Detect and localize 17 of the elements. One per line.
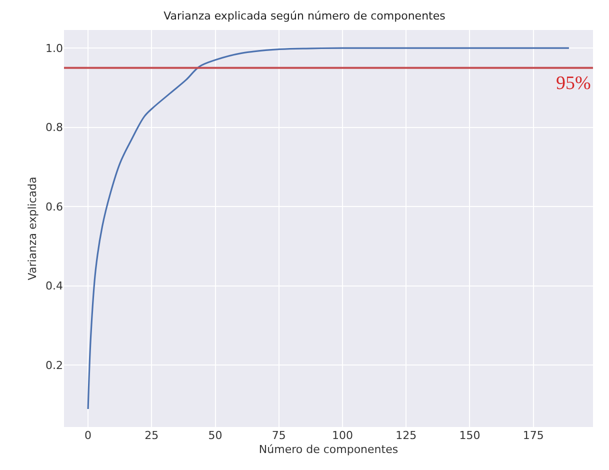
x-tick-label: 75 bbox=[272, 429, 286, 442]
x-tick-label: 50 bbox=[208, 429, 222, 442]
y-tick-label: 0.2 bbox=[46, 358, 63, 372]
x-tick-label: 25 bbox=[144, 429, 159, 442]
x-tick-label: 175 bbox=[522, 429, 544, 442]
x-axis-title: Número de componentes bbox=[258, 443, 398, 456]
x-tick-label: 0 bbox=[84, 429, 92, 442]
annotation: 95% bbox=[556, 73, 591, 94]
y-tick-label: 0.8 bbox=[46, 121, 63, 134]
y-tick-label: 1.0 bbox=[46, 42, 63, 55]
y-axis-title: Varianza explicada bbox=[26, 176, 40, 280]
x-tick-label: 125 bbox=[396, 429, 417, 442]
x-tick-label: 100 bbox=[332, 429, 353, 442]
y-tick-label: 0.4 bbox=[46, 280, 63, 293]
y-tick-label: 0.6 bbox=[46, 200, 63, 214]
chart-title: Varianza explicada según número de componentes bbox=[164, 9, 446, 22]
x-tick-label: 150 bbox=[459, 429, 480, 442]
